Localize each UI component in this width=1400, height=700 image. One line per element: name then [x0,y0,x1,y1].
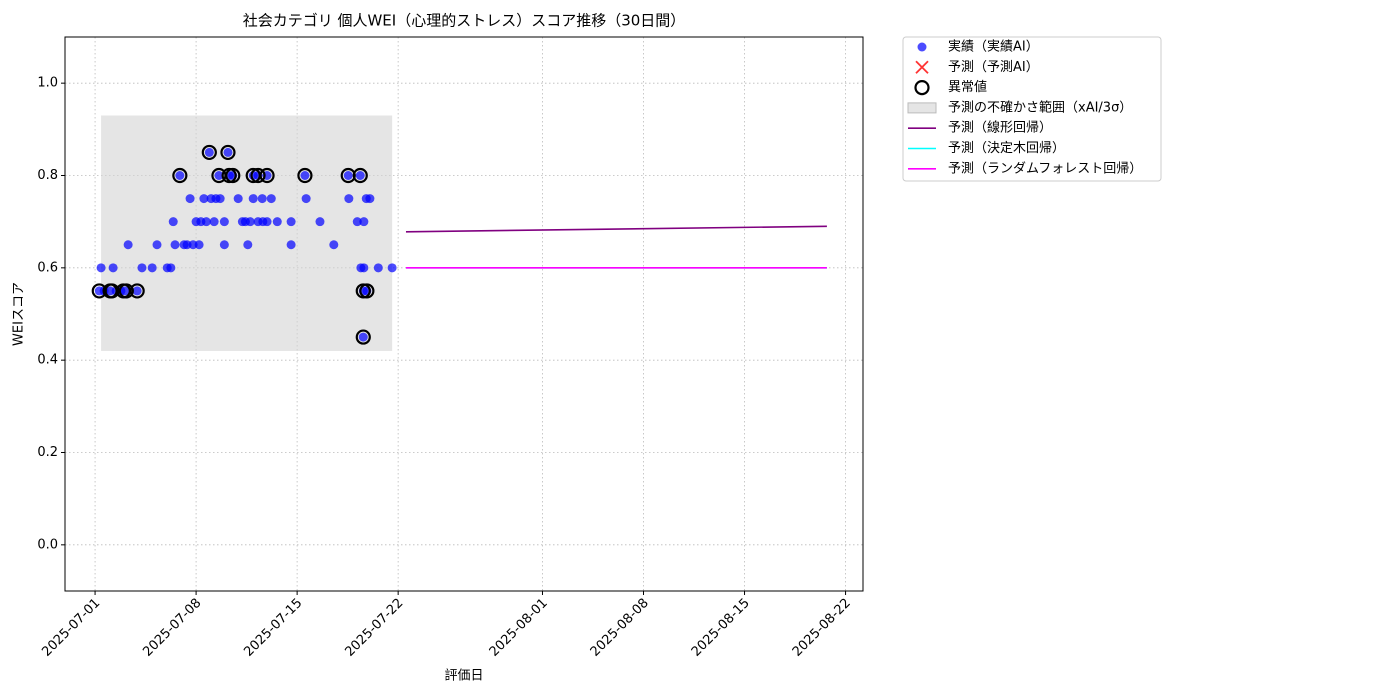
data-point [343,171,353,180]
data-point [359,217,369,227]
anomaly-point [104,283,120,299]
data-point [286,217,296,227]
data-point [215,194,225,204]
anomaly-point [297,167,313,184]
data-point [199,194,209,204]
chart-title: 社会カテゴリ 個人WEI（心理的ストレス）スコア推移（30日間） [243,12,686,30]
plot-frame [64,36,864,592]
anomaly-point [118,283,134,299]
data-point [123,240,133,250]
anomaly-point [355,329,371,345]
data-point [120,286,130,296]
legend-marker [915,60,929,74]
data-point [355,171,365,180]
anomaly-point [359,283,375,299]
legend-label: 異常値 [948,79,987,95]
data-point [223,147,233,157]
data-point [168,217,178,227]
legend-box [902,36,1162,182]
anomaly-point [172,167,188,184]
data-point [233,194,243,204]
data-point [315,217,325,227]
plot-area [91,115,827,351]
y-axis-label: WEIスコア [12,282,27,346]
legend-marker [907,102,937,114]
data-point [300,171,310,180]
data-point [175,171,185,180]
data-point [387,263,397,273]
prediction-line [405,225,827,233]
data-point [137,263,147,273]
data-point [245,217,255,227]
data-point [359,263,369,273]
data-point [96,263,106,273]
anomaly-point [201,144,217,161]
y-tick-label: 0.2 [37,445,58,460]
data-point [257,194,267,204]
y-tick-label: 0.4 [37,353,58,368]
legend-label: 予測（決定木回帰） [948,140,1065,156]
data-point [214,171,224,180]
data-point [344,194,354,204]
data-point [108,263,118,273]
anomaly-point [259,167,275,184]
data-point [132,286,142,296]
data-point [329,240,339,250]
data-point [358,332,368,342]
data-point [219,240,229,250]
legend-marker [914,79,930,96]
x-axis-label: 評価日 [444,669,483,684]
legend-marker [917,42,927,52]
anomaly-point [220,144,236,161]
data-point [152,240,162,250]
data-point [194,240,204,250]
anomaly-point [129,283,145,299]
data-point [166,263,176,273]
y-tick-label: 0.6 [37,260,58,275]
anomaly-point [250,167,266,184]
legend-label: 実績（実績AI） [948,39,1039,55]
legend-label: 予測の不確かさ範囲（xAI/3σ） [948,99,1132,115]
legend-label: 予測（線形回帰） [948,120,1052,136]
uncertainty-band [101,115,393,351]
legend-label: 予測（ランダムフォレスト回帰） [948,160,1142,176]
y-tick-label: 0.8 [37,168,58,183]
data-point [373,263,383,273]
anomaly-point [352,167,368,184]
y-tick-label: 0.0 [37,537,58,552]
data-point [243,240,253,250]
data-point [209,217,219,227]
anomaly-point [225,167,241,184]
data-point [219,217,229,227]
data-point [262,217,272,227]
data-point [170,240,180,250]
data-point [352,217,362,227]
data-point [248,194,258,204]
data-point [272,217,282,227]
data-point [301,194,311,204]
data-point [365,194,375,204]
data-point [286,240,296,250]
data-point [201,217,211,227]
y-tick-label: 1.0 [37,76,58,91]
data-point [185,194,195,204]
data-point [147,263,157,273]
data-point [204,147,214,157]
legend-label: 予測（予測AI） [948,60,1039,75]
data-point [266,194,276,204]
